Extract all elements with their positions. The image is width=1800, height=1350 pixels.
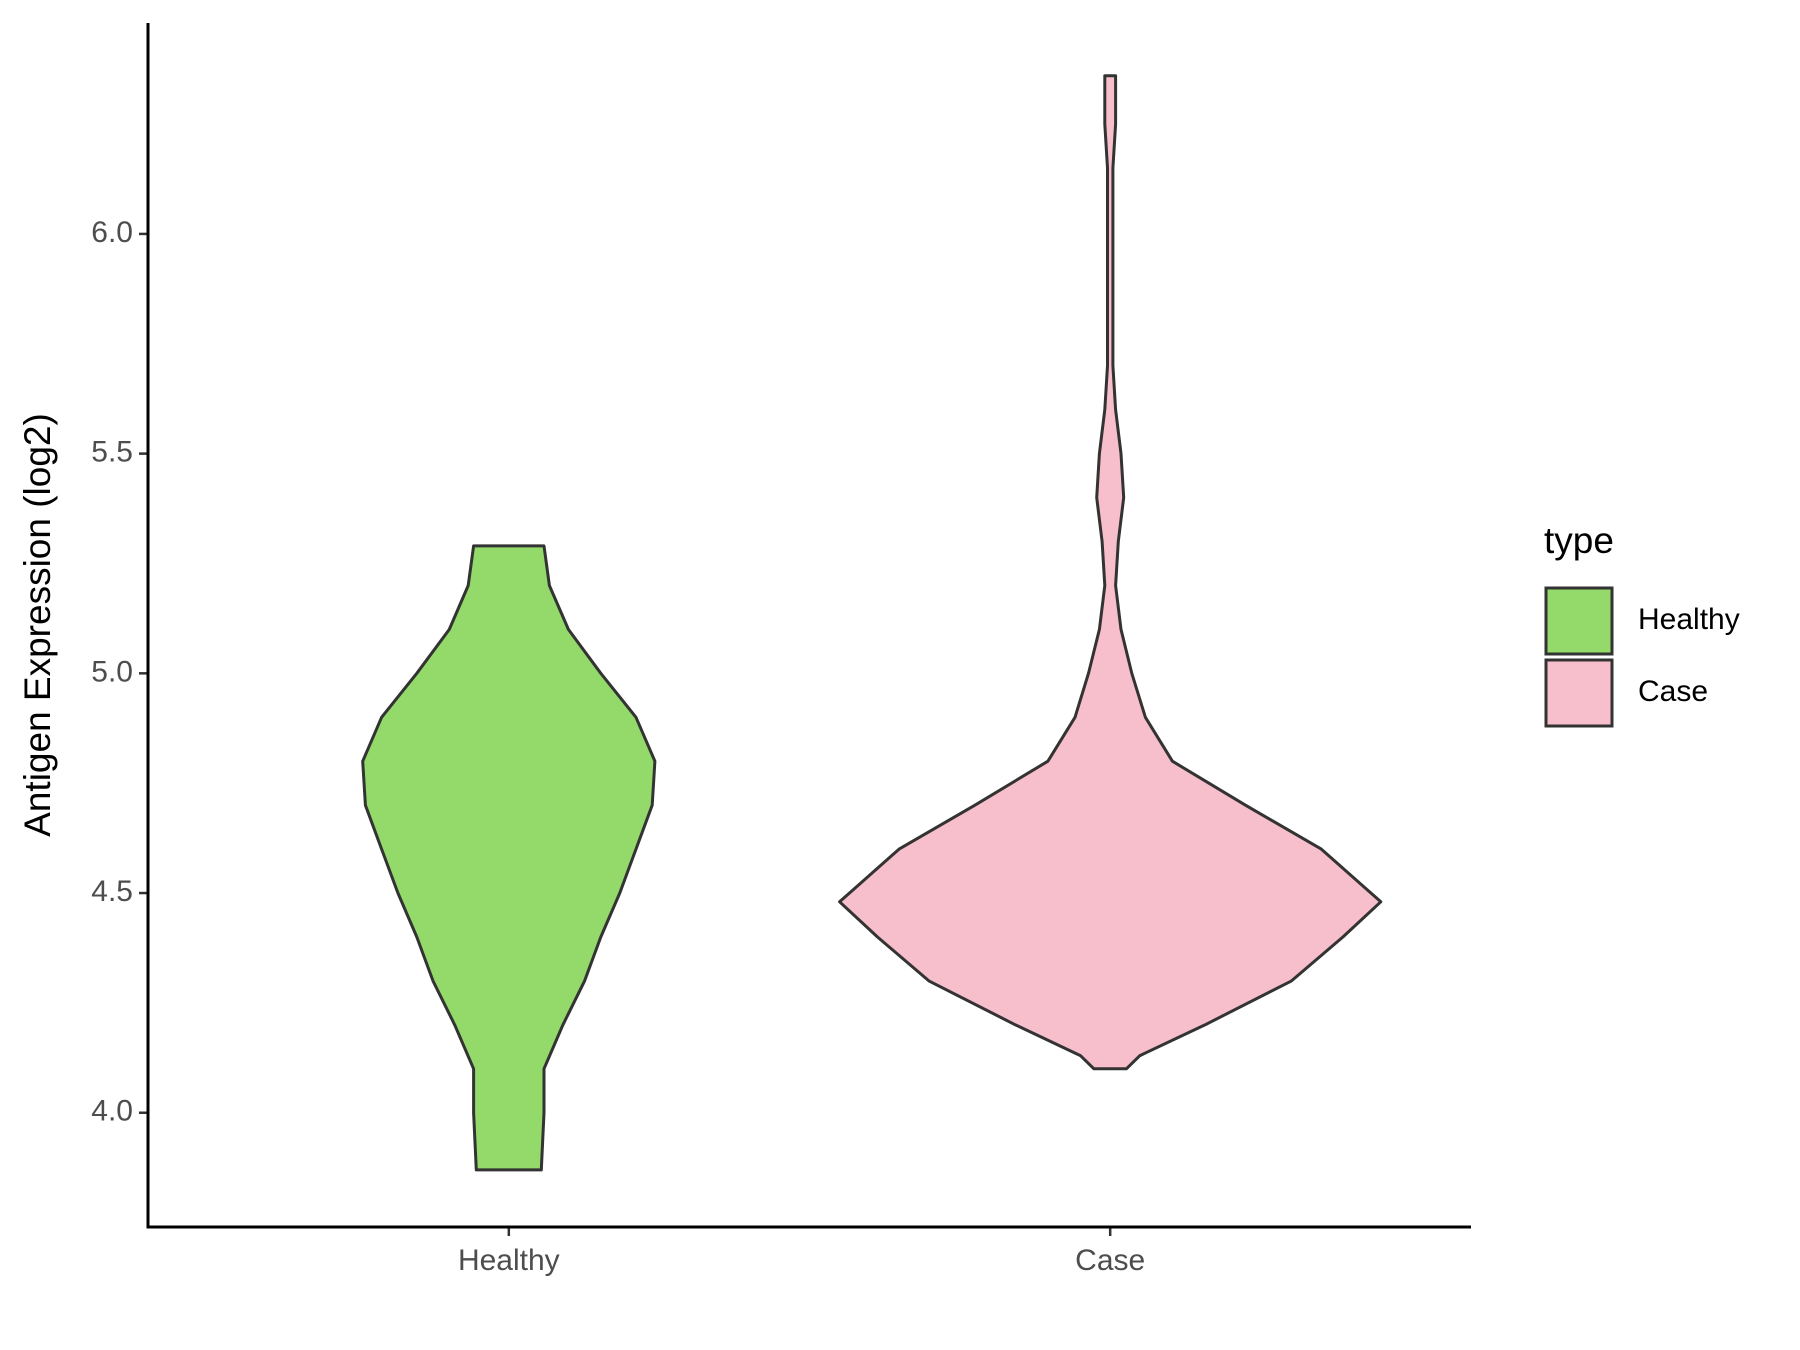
- legend-key: [1544, 658, 1614, 728]
- legend-label: Healthy: [1638, 603, 1740, 636]
- y-axis-title: Antigen Expression (log2): [17, 413, 58, 837]
- legend-title: type: [1544, 520, 1614, 561]
- y-tick-label: 6.0: [91, 216, 133, 249]
- y-tick-label: 4.0: [91, 1095, 133, 1128]
- x-tick-label: Healthy: [458, 1244, 560, 1277]
- y-tick-label: 4.5: [91, 875, 133, 908]
- x-tick-label: Case: [1075, 1244, 1145, 1277]
- legend-key: [1544, 586, 1614, 656]
- violin: [361, 544, 657, 1172]
- legend-label: Case: [1638, 675, 1708, 708]
- y-tick-label: 5.5: [91, 436, 133, 469]
- violin: [838, 74, 1383, 1071]
- y-tick-label: 5.0: [91, 655, 133, 688]
